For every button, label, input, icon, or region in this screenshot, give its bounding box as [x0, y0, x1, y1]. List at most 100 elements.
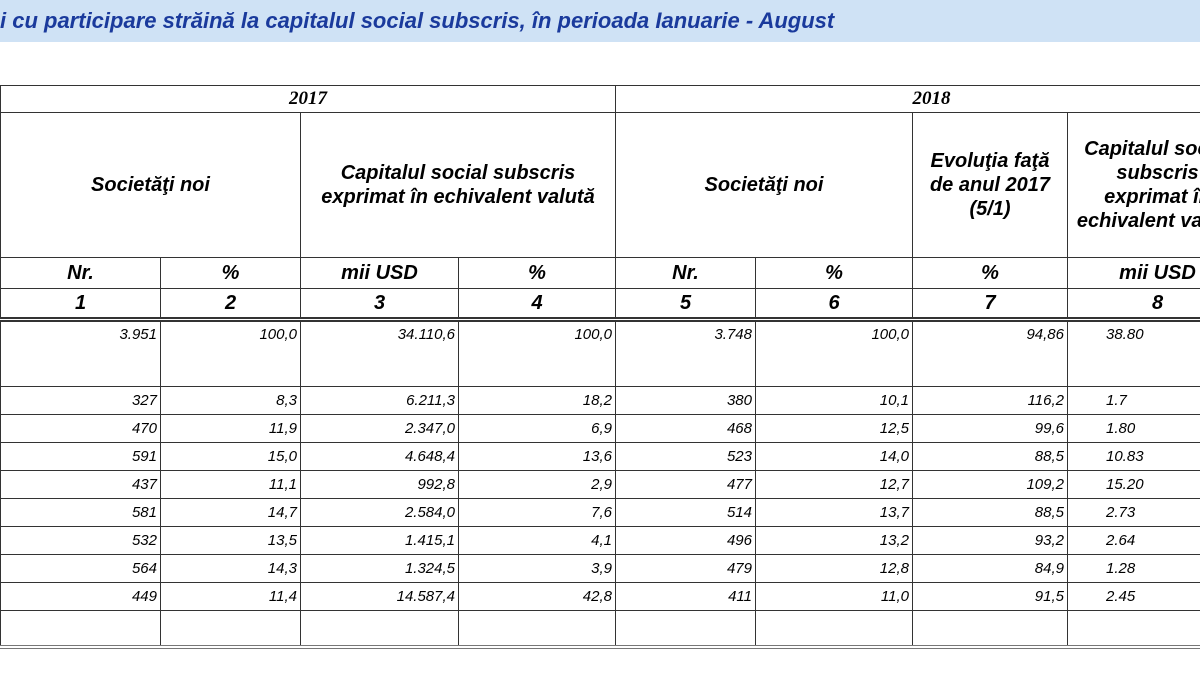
data-cell: 2.584,0 — [300, 498, 459, 527]
data-cell: 449 — [0, 582, 161, 611]
group-header-row: Societăţi noi Capitalul social subscris e… — [0, 112, 1200, 258]
column-number: 1 — [0, 288, 161, 322]
column-number: 3 — [300, 288, 459, 322]
year-row: 2017 2018 — [0, 85, 1200, 113]
data-cell: 12,7 — [755, 470, 913, 499]
data-cell: 11,1 — [160, 470, 301, 499]
column-number: 5 — [615, 288, 756, 322]
data-cell: 13,6 — [458, 442, 616, 471]
data-cell: 477 — [615, 470, 756, 499]
data-cell: 523 — [615, 442, 756, 471]
data-cell: 581 — [0, 498, 161, 527]
data-cell: 6,9 — [458, 414, 616, 443]
data-cell: 564 — [0, 554, 161, 583]
data-cell: 18,2 — [458, 386, 616, 415]
data-row: 327 8,3 6.211,3 18,2 380 10,1 116,2 1.7 — [0, 386, 1200, 415]
data-cell: 591 — [0, 442, 161, 471]
table-wrap: 2017 2018 Societăţi noi Capitalul social su… — [0, 85, 1200, 665]
data-cell: 532 — [0, 526, 161, 555]
data-cell: 411 — [615, 582, 756, 611]
data-cell: 11,9 — [160, 414, 301, 443]
data-cell: 437 — [0, 470, 161, 499]
data-cell: 2.45 — [1067, 582, 1200, 611]
data-row: 532 13,5 1.415,1 4,1 496 13,2 93,2 2.64 — [0, 526, 1200, 555]
data-cell: 93,2 — [912, 526, 1068, 555]
unit-cell: Nr. — [0, 257, 161, 289]
data-cell: 2.64 — [1067, 526, 1200, 555]
empty-cell — [160, 610, 301, 649]
data-cell: 13,7 — [755, 498, 913, 527]
data-cell: 4,1 — [458, 526, 616, 555]
data-cell: 42,8 — [458, 582, 616, 611]
group-header: Evoluţia faţă de anul 2017 (5/1) — [912, 112, 1068, 258]
data-cell: 10,1 — [755, 386, 913, 415]
data-cell: 470 — [0, 414, 161, 443]
empty-cell — [458, 610, 616, 649]
data-cell: 3.951 — [0, 319, 161, 387]
data-cell: 2.347,0 — [300, 414, 459, 443]
group-header: Societăţi noi — [0, 112, 301, 258]
data-row: 581 14,7 2.584,0 7,6 514 13,7 88,5 2.73 — [0, 498, 1200, 527]
column-number: 8 — [1067, 288, 1200, 322]
data-cell: 11,0 — [755, 582, 913, 611]
data-cell: 10.83 — [1067, 442, 1200, 471]
data-cell: 34.110,6 — [300, 319, 459, 387]
empty-cell — [755, 610, 913, 649]
data-cell: 479 — [615, 554, 756, 583]
data-cell: 13,2 — [755, 526, 913, 555]
empty-cell — [912, 610, 1068, 649]
column-number: 6 — [755, 288, 913, 322]
data-row: 564 14,3 1.324,5 3,9 479 12,8 84,9 1.28 — [0, 554, 1200, 583]
data-cell: 14.587,4 — [300, 582, 459, 611]
data-cell: 514 — [615, 498, 756, 527]
data-cell: 2,9 — [458, 470, 616, 499]
column-number: 2 — [160, 288, 301, 322]
data-cell: 3.748 — [615, 319, 756, 387]
data-row: 591 15,0 4.648,4 13,6 523 14,0 88,5 10.83 — [0, 442, 1200, 471]
data-row: 437 11,1 992,8 2,9 477 12,7 109,2 15.20 — [0, 470, 1200, 499]
column-number: 4 — [458, 288, 616, 322]
data-cell: 94,86 — [912, 319, 1068, 387]
data-cell: 3,9 — [458, 554, 616, 583]
data-cell: 6.211,3 — [300, 386, 459, 415]
data-cell: 1.324,5 — [300, 554, 459, 583]
data-cell: 12,5 — [755, 414, 913, 443]
data-cell: 992,8 — [300, 470, 459, 499]
data-cell: 88,5 — [912, 498, 1068, 527]
data-cell: 8,3 — [160, 386, 301, 415]
data-cell: 14,3 — [160, 554, 301, 583]
data-cell: 100,0 — [458, 319, 616, 387]
unit-cell: mii USD — [300, 257, 459, 289]
data-cell: 88,5 — [912, 442, 1068, 471]
empty-cell — [0, 610, 161, 649]
page-title: i cu participare străină la capitalul so… — [0, 0, 1200, 42]
data-cell: 1.80 — [1067, 414, 1200, 443]
data-table: 2017 2018 Societăţi noi Capitalul social su… — [0, 85, 1200, 649]
data-cell: 1.7 — [1067, 386, 1200, 415]
data-cell: 1.415,1 — [300, 526, 459, 555]
unit-cell: % — [912, 257, 1068, 289]
group-header: Capitalul social subscris exprimat în ec… — [300, 112, 616, 258]
data-cell: 12,8 — [755, 554, 913, 583]
data-cell: 15.20 — [1067, 470, 1200, 499]
empty-cell — [1067, 610, 1200, 649]
data-cell: 100,0 — [160, 319, 301, 387]
data-cell: 109,2 — [912, 470, 1068, 499]
data-cell: 116,2 — [912, 386, 1068, 415]
data-row: 470 11,9 2.347,0 6,9 468 12,5 99,6 1.80 — [0, 414, 1200, 443]
group-header: Capitalul social subscris exprimat în ec… — [1067, 112, 1200, 258]
data-cell: 468 — [615, 414, 756, 443]
unit-cell: % — [160, 257, 301, 289]
data-cell: 4.648,4 — [300, 442, 459, 471]
data-cell: 1.28 — [1067, 554, 1200, 583]
year-cell: 2018 — [615, 85, 1200, 113]
data-cell: 2.73 — [1067, 498, 1200, 527]
empty-cell — [615, 610, 756, 649]
data-cell: 7,6 — [458, 498, 616, 527]
column-number: 7 — [912, 288, 1068, 322]
data-cell: 100,0 — [755, 319, 913, 387]
data-cell: 15,0 — [160, 442, 301, 471]
unit-cell: % — [458, 257, 616, 289]
unit-row: Nr.% mii USD% Nr.%% mii USD — [0, 257, 1200, 289]
